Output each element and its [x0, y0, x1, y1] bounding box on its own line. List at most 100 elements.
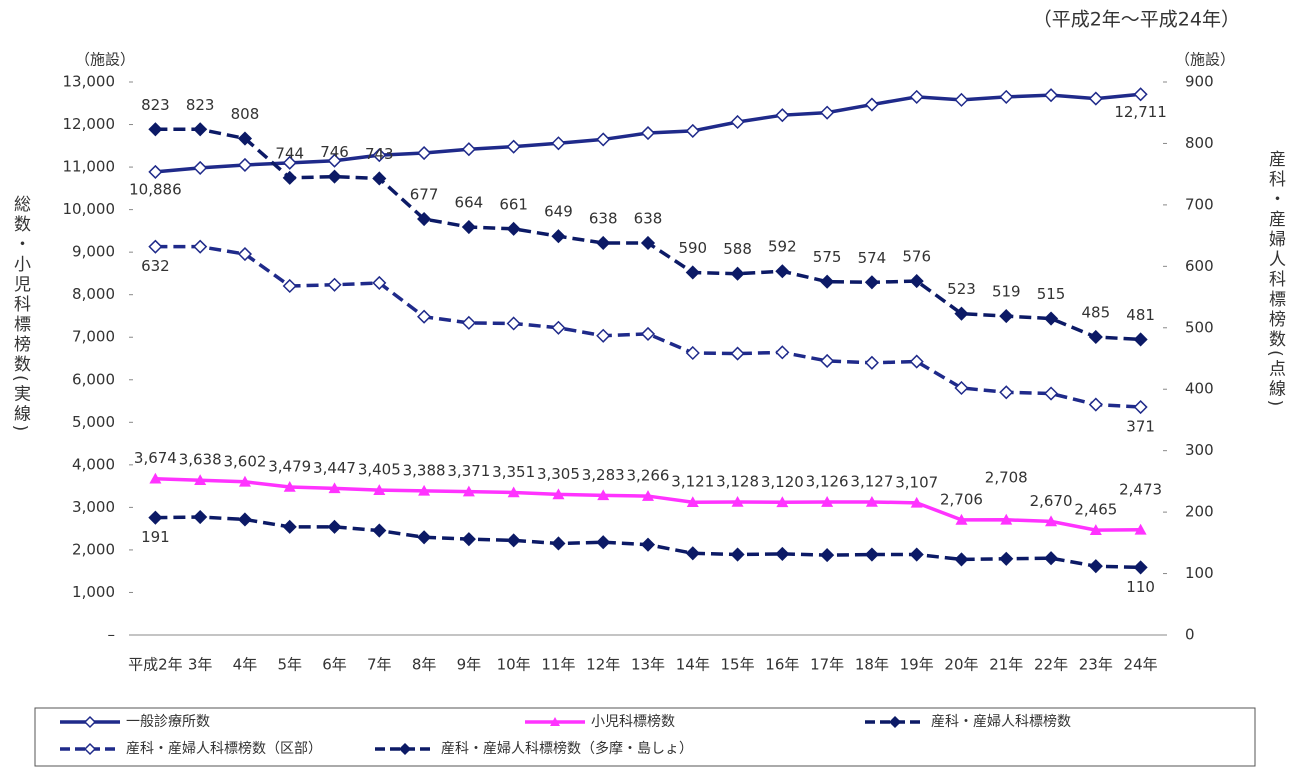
- data-label: 2,708: [985, 468, 1028, 486]
- x-tick-label: 3年: [188, 656, 213, 674]
- data-label: 2,465: [1074, 501, 1117, 519]
- marker: [238, 475, 251, 487]
- marker: [730, 114, 745, 130]
- marker: [461, 315, 476, 330]
- marker: [954, 552, 969, 567]
- marker: [1045, 515, 1058, 527]
- y2-tick-label: 400: [1185, 380, 1214, 398]
- marker: [327, 519, 342, 534]
- marker: [327, 277, 342, 292]
- marker: [282, 170, 297, 185]
- data-label: 3,388: [403, 461, 446, 479]
- x-tick-label: 9年: [457, 656, 482, 674]
- marker: [417, 309, 432, 324]
- data-label: 3,121: [671, 473, 714, 491]
- marker: [418, 484, 431, 496]
- marker: [1088, 559, 1103, 574]
- y-tick-label: 7,000: [72, 328, 115, 346]
- data-label: 649: [544, 203, 573, 221]
- marker: [372, 523, 387, 538]
- marker: [954, 380, 969, 396]
- marker: [640, 125, 656, 141]
- x-tick-label: 10年: [497, 656, 531, 674]
- y-tick-label: 3,000: [72, 498, 115, 516]
- x-tick-label: 21年: [989, 656, 1023, 674]
- marker: [596, 328, 611, 343]
- marker: [462, 485, 475, 497]
- marker: [596, 235, 611, 251]
- marker: [372, 171, 387, 186]
- data-label: 574: [858, 249, 887, 267]
- data-label: 3,479: [268, 458, 311, 476]
- marker: [194, 474, 207, 486]
- y2-tick-label: 700: [1185, 195, 1214, 213]
- y2-tick-label: 200: [1185, 503, 1214, 521]
- marker: [148, 239, 163, 254]
- marker: [193, 160, 208, 175]
- marker: [506, 533, 521, 548]
- marker: [237, 157, 253, 173]
- data-label: 2,473: [1119, 480, 1162, 498]
- marker: [417, 145, 432, 161]
- data-label: 592: [768, 238, 797, 256]
- data-label: 575: [813, 248, 842, 266]
- data-label: 638: [634, 209, 663, 227]
- marker: [865, 495, 878, 507]
- marker: [372, 275, 387, 290]
- legend-marker: [888, 715, 902, 729]
- marker: [685, 546, 700, 561]
- x-tick-label: 8年: [412, 656, 437, 674]
- data-label: 481: [1126, 306, 1155, 324]
- marker: [282, 155, 297, 170]
- x-tick-label: 22年: [1034, 656, 1068, 674]
- x-tick-label: 14年: [676, 656, 710, 674]
- marker: [864, 97, 879, 112]
- data-label: 808: [231, 105, 260, 123]
- marker: [1133, 560, 1148, 575]
- legend-label: 産科・産婦人科標榜数（多摩・島しょ）: [441, 740, 693, 757]
- y-axis-label: 総数・小児科標榜数(実線): [10, 195, 31, 434]
- marker: [461, 142, 476, 157]
- marker: [237, 131, 253, 146]
- data-label: 3,128: [716, 472, 759, 490]
- data-label: 3,266: [627, 467, 670, 485]
- marker: [775, 264, 790, 279]
- data-label: 590: [678, 239, 707, 257]
- marker: [596, 132, 611, 147]
- data-label: 823: [186, 96, 215, 114]
- data-label: 823: [141, 96, 170, 114]
- data-label: 638: [589, 209, 618, 227]
- x-tick-label: 23年: [1079, 656, 1113, 674]
- marker: [640, 537, 656, 552]
- marker: [506, 139, 521, 154]
- y-tick-label: 11,000: [63, 158, 116, 176]
- marker: [552, 488, 565, 500]
- x-tick-label: 15年: [721, 656, 755, 674]
- data-label: 485: [1082, 303, 1111, 321]
- data-label: 576: [902, 248, 931, 266]
- y2-tick-label: 100: [1185, 564, 1214, 582]
- series-line: [155, 244, 1141, 409]
- marker: [417, 530, 432, 545]
- marker: [999, 309, 1014, 324]
- marker: [193, 122, 208, 137]
- subtitle: （平成2年～平成24年）: [1033, 9, 1240, 31]
- marker: [551, 136, 566, 151]
- marker: [1134, 523, 1147, 535]
- marker: [999, 551, 1014, 566]
- marker: [640, 326, 656, 341]
- y-unit: （施設）: [75, 51, 135, 69]
- y-tick-label: 4,000: [72, 455, 115, 473]
- data-label: 3,107: [895, 473, 938, 491]
- x-tick-label: 24年: [1124, 656, 1158, 674]
- marker: [821, 496, 834, 507]
- marker: [864, 355, 879, 370]
- marker: [551, 536, 566, 551]
- marker: [372, 148, 387, 163]
- marker: [776, 496, 789, 508]
- marker: [461, 532, 476, 547]
- y2-tick-label: 900: [1185, 73, 1214, 91]
- marker: [864, 275, 879, 290]
- marker: [1133, 399, 1148, 415]
